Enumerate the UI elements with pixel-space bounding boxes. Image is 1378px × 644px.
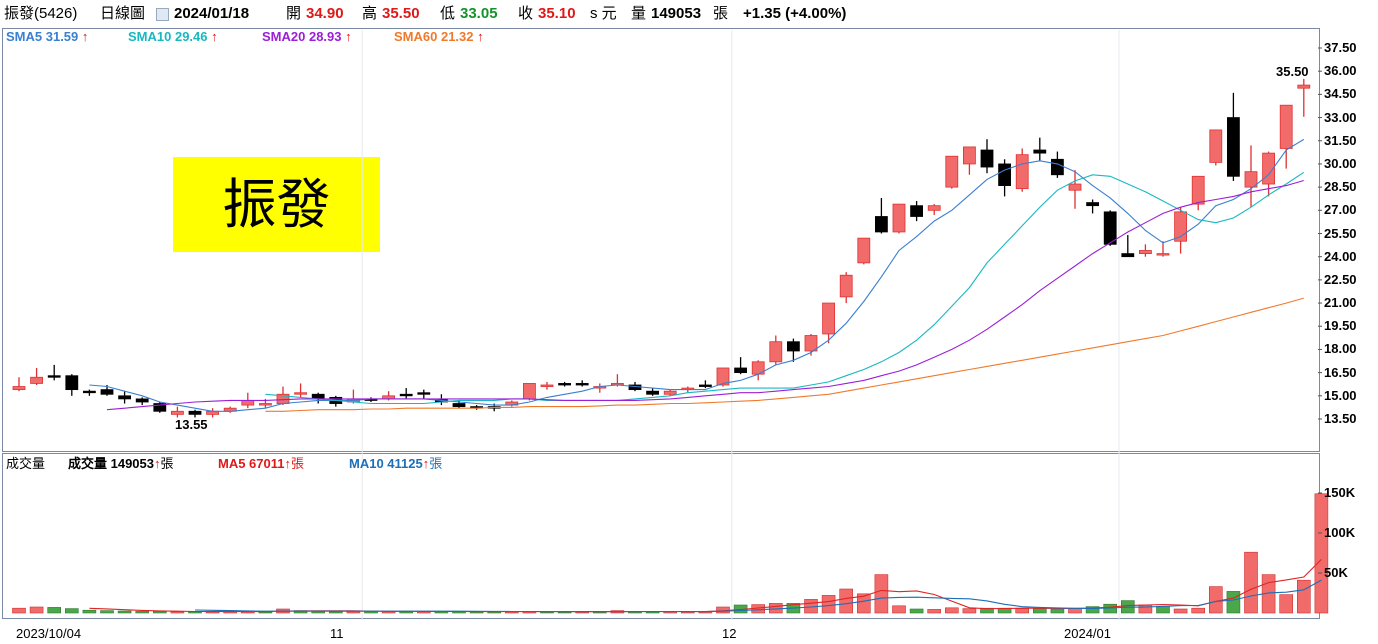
ma10-volume-indicator[interactable]: MA10 41125↑張: [349, 455, 442, 473]
high-value: 35.50: [382, 5, 420, 22]
sma10-up-arrow-icon: ↑: [211, 29, 218, 44]
sma5-indicator[interactable]: SMA5 31.59 ↑: [6, 28, 88, 46]
price-tick-label: 37.50: [1324, 40, 1357, 55]
ma10-volume-label: MA10 41125: [349, 456, 423, 471]
low-label: 低: [440, 5, 456, 22]
high-label: 高: [362, 5, 378, 22]
price-tick-label: 28.50: [1324, 179, 1357, 195]
price-tick-label: 36.00: [1324, 63, 1357, 79]
min-price-annotation: 13.55: [175, 417, 208, 432]
volume-tick-label: 50K: [1324, 565, 1348, 580]
ma10-volume-unit: 張: [429, 456, 443, 471]
sma60-indicator[interactable]: SMA60 21.32 ↑: [394, 28, 484, 46]
sma60-up-arrow-icon: ↑: [477, 29, 484, 44]
price-tick-label: 25.50: [1324, 225, 1357, 241]
volume-label: 量: [631, 5, 647, 22]
max-price-annotation: 35.50: [1276, 64, 1309, 79]
x-label-jan: 2024/01: [1064, 626, 1111, 641]
sma5-up-arrow-icon: ↑: [81, 29, 89, 44]
sma5-label: SMA5 31.59: [6, 29, 79, 44]
volume-indicator-label: 成交量 149053: [68, 456, 154, 471]
open-label: 開: [286, 5, 302, 22]
ma5-volume-unit: 張: [291, 456, 305, 471]
close-value: 35.10: [538, 5, 576, 22]
header-bar: 振發(5426) 日線圖 2024/01/18 開 34.90 高 35.50 …: [0, 0, 1378, 28]
volume-tick-label: 100K: [1324, 525, 1356, 540]
checkbox-icon[interactable]: [156, 8, 169, 21]
ma10-up-arrow-icon: ↑: [422, 456, 430, 471]
sma20-up-arrow-icon: ↑: [345, 29, 352, 44]
price-tick-label: 21.00: [1324, 295, 1357, 311]
ma5-volume-label: MA5 67011: [218, 456, 285, 471]
stock-title-box: 振發: [173, 157, 380, 252]
price-tick-label: 27.00: [1324, 202, 1357, 218]
x-label-nov: 11: [330, 626, 344, 641]
change-value: +1.35 (+4.00%): [743, 5, 847, 22]
sma20-indicator[interactable]: SMA20 28.93 ↑: [262, 28, 352, 46]
volume-value: 149053: [651, 5, 702, 22]
volume-panel-title: 成交量: [6, 456, 46, 471]
price-tick-label: 31.50: [1324, 132, 1357, 148]
price-tick-label: 33.00: [1324, 109, 1357, 125]
sma10-label: SMA10 29.46: [128, 29, 208, 44]
stock-name[interactable]: 振發(5426): [4, 5, 78, 22]
price-tick-label: 15.00: [1324, 387, 1357, 403]
volume-up-arrow-icon: ↑: [154, 456, 161, 471]
ma5-volume-indicator[interactable]: MA5 67011↑張: [218, 455, 304, 473]
x-label-dec: 12: [722, 626, 737, 641]
sma20-label: SMA20 28.93: [262, 29, 342, 44]
ma5-up-arrow-icon: ↑: [284, 456, 292, 471]
low-value: 33.05: [460, 5, 498, 22]
price-tick-label: 18.00: [1324, 341, 1357, 357]
volume-indicator-unit: 張: [160, 456, 174, 471]
price-tick-label: 19.50: [1324, 318, 1357, 334]
volume-indicator[interactable]: 成交量 149053↑張: [68, 455, 174, 473]
price-tick-label: 22.50: [1324, 271, 1357, 287]
price-tick-label: 34.50: [1324, 86, 1357, 102]
open-value: 34.90: [306, 5, 344, 22]
x-label-oct: 2023/10/04: [16, 626, 82, 641]
date-value: 2024/01/18: [174, 5, 250, 22]
price-panel-frame: [2, 28, 1320, 452]
price-tick-label: 13.50: [1324, 411, 1357, 426]
volume-panel-frame: [2, 453, 1320, 619]
chart-type-label[interactable]: 日線圖: [100, 5, 146, 22]
sma60-label: SMA60 21.32: [394, 29, 474, 44]
volume-unit: 張: [713, 5, 729, 22]
price-tick-label: 24.00: [1324, 248, 1357, 264]
close-label: 收: [518, 5, 534, 22]
price-tick-label: 16.50: [1324, 364, 1357, 380]
currency-unit: s 元: [590, 5, 617, 22]
volume-tick-label: 150K: [1324, 485, 1356, 500]
sma10-indicator[interactable]: SMA10 29.46 ↑: [128, 28, 218, 46]
price-tick-label: 30.00: [1324, 155, 1357, 171]
